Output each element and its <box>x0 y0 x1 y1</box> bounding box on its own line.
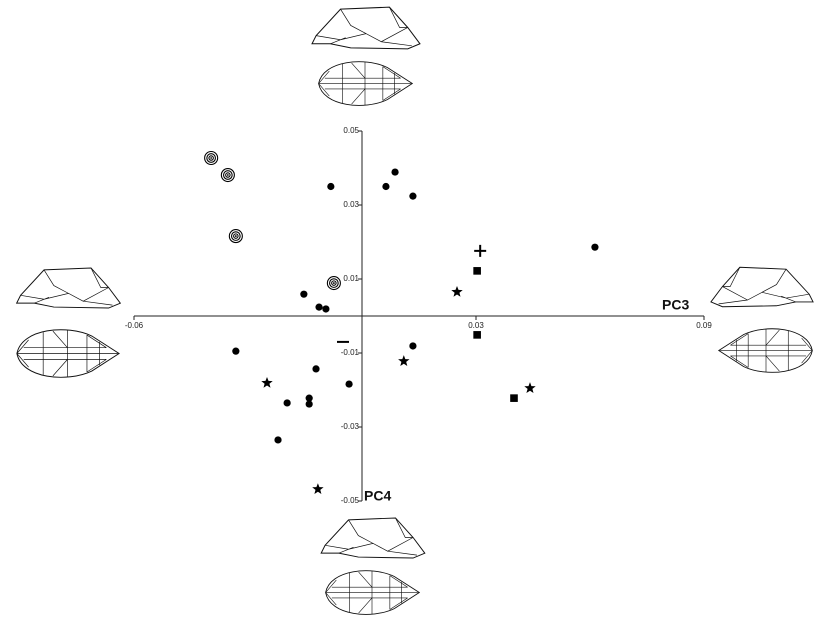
point <box>229 230 242 243</box>
point-core <box>227 174 229 176</box>
point <box>451 286 462 297</box>
point <box>312 365 319 372</box>
point <box>409 193 416 200</box>
y-tick-label: -0.01 <box>341 348 360 357</box>
x-tick-label: 0.03 <box>468 321 484 330</box>
point <box>300 291 307 298</box>
point <box>524 382 535 393</box>
x-tick-label: 0.09 <box>696 321 712 330</box>
point <box>205 152 218 165</box>
chart: PC3 PC4 -0.06 0.03 0.09 0.05 0.03 0.01 -0.01 -0… <box>0 0 817 625</box>
y-tick-label: 0.05 <box>343 126 359 135</box>
point <box>315 304 322 311</box>
point <box>322 305 329 312</box>
x-tick-label: -0.06 <box>125 321 144 330</box>
point <box>345 380 352 387</box>
point <box>473 267 481 275</box>
skull-drawings <box>17 7 813 614</box>
y-tick-label: -0.05 <box>341 496 360 505</box>
point <box>591 244 598 251</box>
point <box>382 183 389 190</box>
y-axis-label: PC4 <box>364 488 391 504</box>
point-core <box>210 157 212 159</box>
y-tick-label: 0.03 <box>343 200 359 209</box>
point <box>409 342 416 349</box>
point <box>398 355 409 366</box>
point <box>510 394 518 402</box>
point <box>391 168 398 175</box>
point-core <box>333 282 335 284</box>
point <box>274 436 281 443</box>
point <box>306 400 313 407</box>
point <box>474 245 486 257</box>
point <box>327 183 334 190</box>
point <box>261 377 272 388</box>
point-core <box>235 235 237 237</box>
point <box>473 331 481 339</box>
y-tick-label: -0.03 <box>341 422 360 431</box>
point <box>327 277 340 290</box>
x-axis-label: PC3 <box>662 297 689 313</box>
y-tick-label: 0.01 <box>343 274 359 283</box>
point <box>232 348 239 355</box>
point <box>312 483 323 494</box>
point <box>284 399 291 406</box>
point <box>221 169 234 182</box>
